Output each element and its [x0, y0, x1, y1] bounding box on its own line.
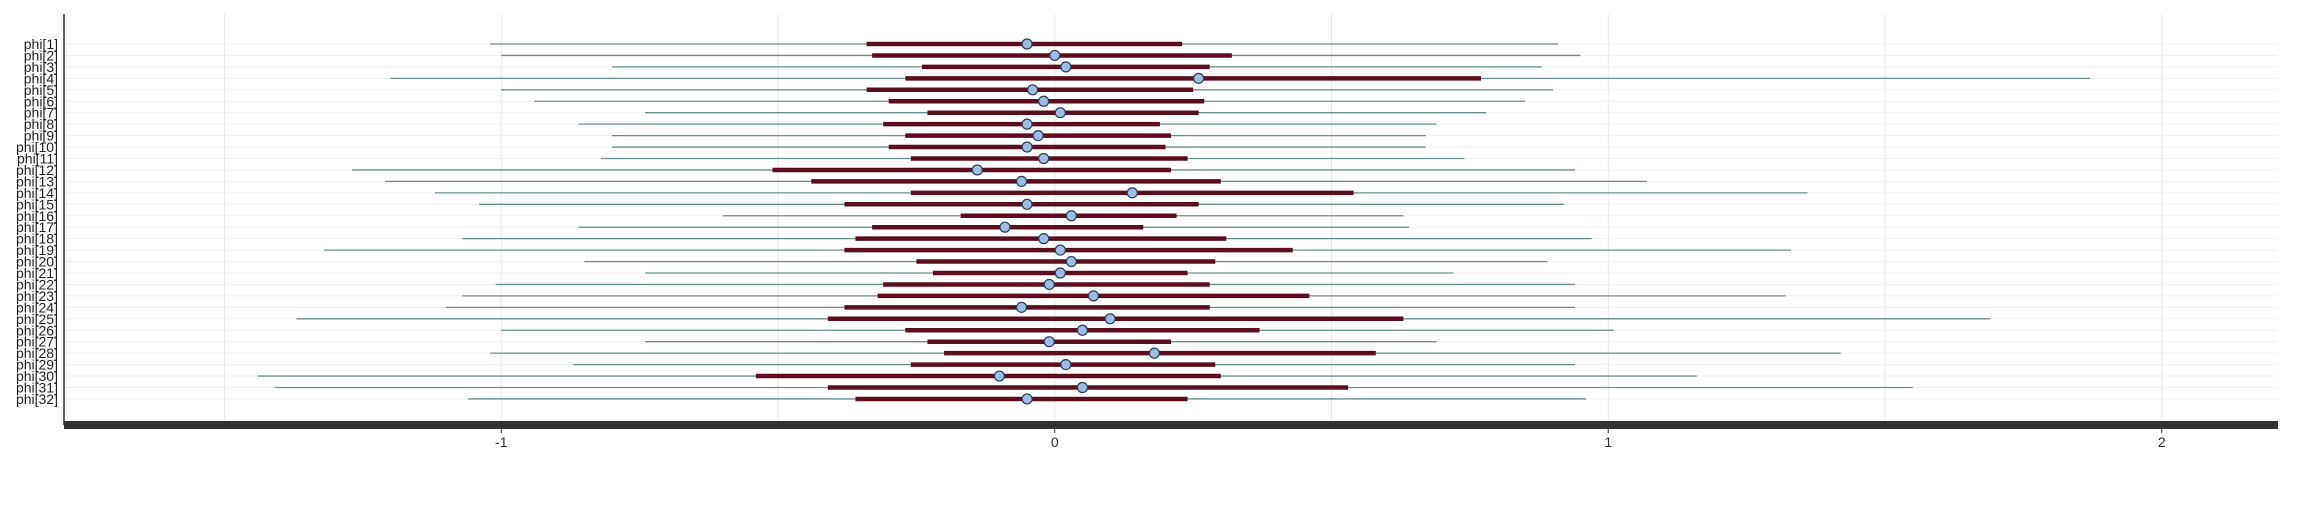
y-tick-label: phi[27]	[16, 334, 58, 350]
point-estimate	[1021, 393, 1033, 405]
intervals	[257, 38, 2090, 405]
y-tick-label: phi[5]	[24, 82, 58, 98]
y-tick-label: phi[30]	[16, 368, 58, 384]
point-estimate	[1148, 347, 1160, 359]
y-tick-label: phi[17]	[16, 219, 58, 235]
y-tick-label: phi[29]	[16, 357, 58, 373]
y-tick-label: phi[32]	[16, 391, 58, 407]
y-tick-label: phi[24]	[16, 299, 58, 315]
y-tick-label: phi[26]	[16, 322, 58, 338]
point-estimate	[1054, 107, 1066, 119]
y-tick-label: phi[7]	[24, 105, 58, 121]
y-tick-label: phi[1]	[24, 36, 58, 52]
point-estimate	[1049, 49, 1061, 62]
point-estimate	[1038, 152, 1050, 165]
point-estimate	[1054, 244, 1066, 256]
point-estimate	[1087, 290, 1100, 302]
point-estimate	[1060, 61, 1072, 73]
x-tick-label: 2	[2158, 434, 2166, 450]
x-tick-labels: -1 0 1 2	[495, 429, 2166, 450]
point-estimate	[1043, 336, 1055, 348]
point-estimate	[1054, 267, 1066, 279]
point-estimate	[1193, 72, 1205, 84]
y-tick-label: phi[13]	[16, 173, 58, 189]
point-estimate	[1015, 301, 1028, 313]
y-tick-labels: phi[1]phi[2]phi[3]phi[4]phi[5]phi[6]phi[…	[16, 36, 58, 407]
y-tick-label: phi[3]	[24, 59, 58, 75]
x-axis-bar	[64, 421, 2278, 429]
y-tick-label: phi[20]	[16, 254, 58, 270]
y-tick-label: phi[19]	[16, 242, 58, 258]
axes	[63, 14, 2278, 429]
point-estimate	[1104, 313, 1116, 325]
y-tick-label: phi[11]	[17, 151, 58, 167]
point-estimate	[1065, 210, 1077, 222]
point-estimate	[1027, 84, 1039, 96]
point-estimate	[1060, 359, 1072, 371]
point-estimate	[1021, 38, 1033, 50]
point-estimate	[1021, 118, 1033, 130]
point-estimate	[1038, 233, 1050, 245]
y-tick-label: phi[12]	[16, 162, 58, 178]
point-estimate	[1076, 324, 1089, 336]
point-estimate	[971, 164, 983, 176]
point-estimate	[1126, 187, 1138, 199]
y-tick-label: phi[28]	[16, 345, 58, 361]
x-tick-label: 1	[1604, 434, 1612, 450]
y-tick-label: phi[25]	[16, 311, 58, 327]
y-tick-label: phi[16]	[16, 208, 58, 224]
point-estimate	[999, 221, 1011, 233]
point-estimate	[1043, 278, 1055, 291]
y-tick-label: phi[18]	[16, 231, 58, 247]
point-estimate	[1021, 141, 1033, 153]
y-tick-label: phi[6]	[24, 93, 58, 109]
y-tick-label: phi[23]	[16, 288, 58, 304]
y-tick-label: phi[31]	[16, 380, 58, 396]
point-estimate	[1076, 381, 1089, 394]
point-estimate	[1032, 130, 1044, 142]
point-estimate	[1015, 175, 1028, 187]
x-tick-label: 0	[1051, 434, 1059, 450]
point-estimate	[1065, 255, 1077, 268]
point-estimate	[1021, 198, 1033, 210]
y-tick-label: phi[15]	[16, 196, 58, 212]
y-tick-label: phi[2]	[24, 47, 58, 63]
y-tick-label: phi[10]	[16, 139, 58, 155]
y-tick-label: phi[8]	[24, 116, 58, 132]
y-tick-label: phi[9]	[24, 128, 58, 144]
point-estimate	[1038, 95, 1050, 107]
y-tick-label: phi[22]	[16, 276, 58, 292]
y-tick-label: phi[14]	[16, 185, 58, 201]
y-tick-label: phi[21]	[16, 265, 58, 281]
point-estimate	[993, 370, 1006, 382]
y-tick-label: phi[4]	[24, 70, 58, 86]
x-tick-label: -1	[495, 434, 508, 450]
